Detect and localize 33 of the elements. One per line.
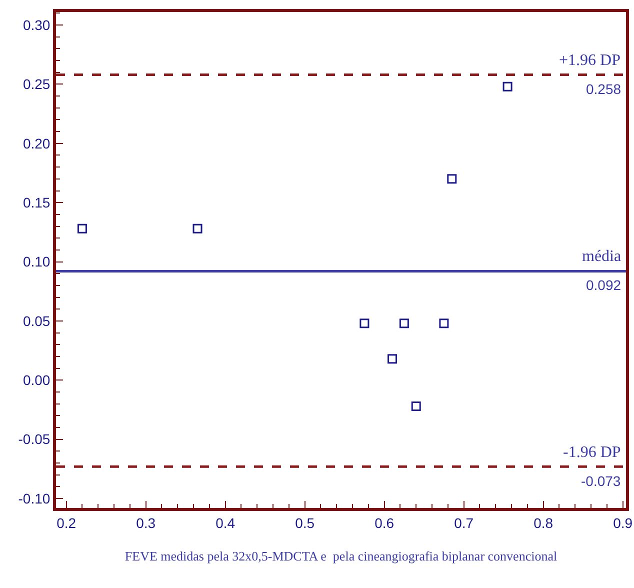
y-tick-label: 0.20 — [22, 135, 50, 152]
point — [77, 224, 87, 234]
y-tick-label: 0.10 — [22, 254, 50, 270]
y-tick-label: 0.30 — [22, 16, 50, 33]
y-tick-label: 0.05 — [22, 312, 50, 329]
ref-line-label: média — [582, 248, 622, 265]
annotation: 0.092 — [586, 277, 622, 293]
point — [439, 318, 449, 328]
ref-line-label: +1.96 DP — [559, 52, 621, 69]
y-tick-label: 0.00 — [22, 372, 50, 388]
point — [388, 354, 398, 364]
x-tick-label: 0.9 — [613, 514, 633, 531]
x-tick-label: 0.8 — [534, 514, 554, 531]
point — [360, 318, 370, 328]
x-tick-label: 0.5 — [295, 514, 315, 531]
ref-line-label: -1.96 DP — [563, 444, 621, 461]
x-tick-label: 0.2 — [56, 514, 76, 531]
x-axis-title: FEVE medidas pela 32x0,5-MDCTA e pela cineangiografia biplanar convencional — [124, 548, 558, 564]
y-tick-label: -0.05 — [18, 431, 50, 448]
x-tick-label: 0.6 — [374, 514, 394, 531]
point — [399, 318, 409, 328]
point — [411, 401, 421, 411]
y-tick-label: 0.15 — [22, 194, 50, 210]
x-tick-label: 0.3 — [136, 514, 156, 531]
y-tick-label: -0.10 — [18, 490, 50, 506]
point — [502, 82, 512, 92]
y-tick-label: 0.25 — [22, 76, 50, 92]
x-tick-label: 0.4 — [216, 514, 236, 531]
annotation: 0.258 — [586, 81, 622, 97]
point — [447, 174, 457, 184]
point — [192, 224, 202, 234]
x-tick-label: 0.7 — [454, 514, 474, 531]
annotation: -0.073 — [581, 473, 621, 489]
